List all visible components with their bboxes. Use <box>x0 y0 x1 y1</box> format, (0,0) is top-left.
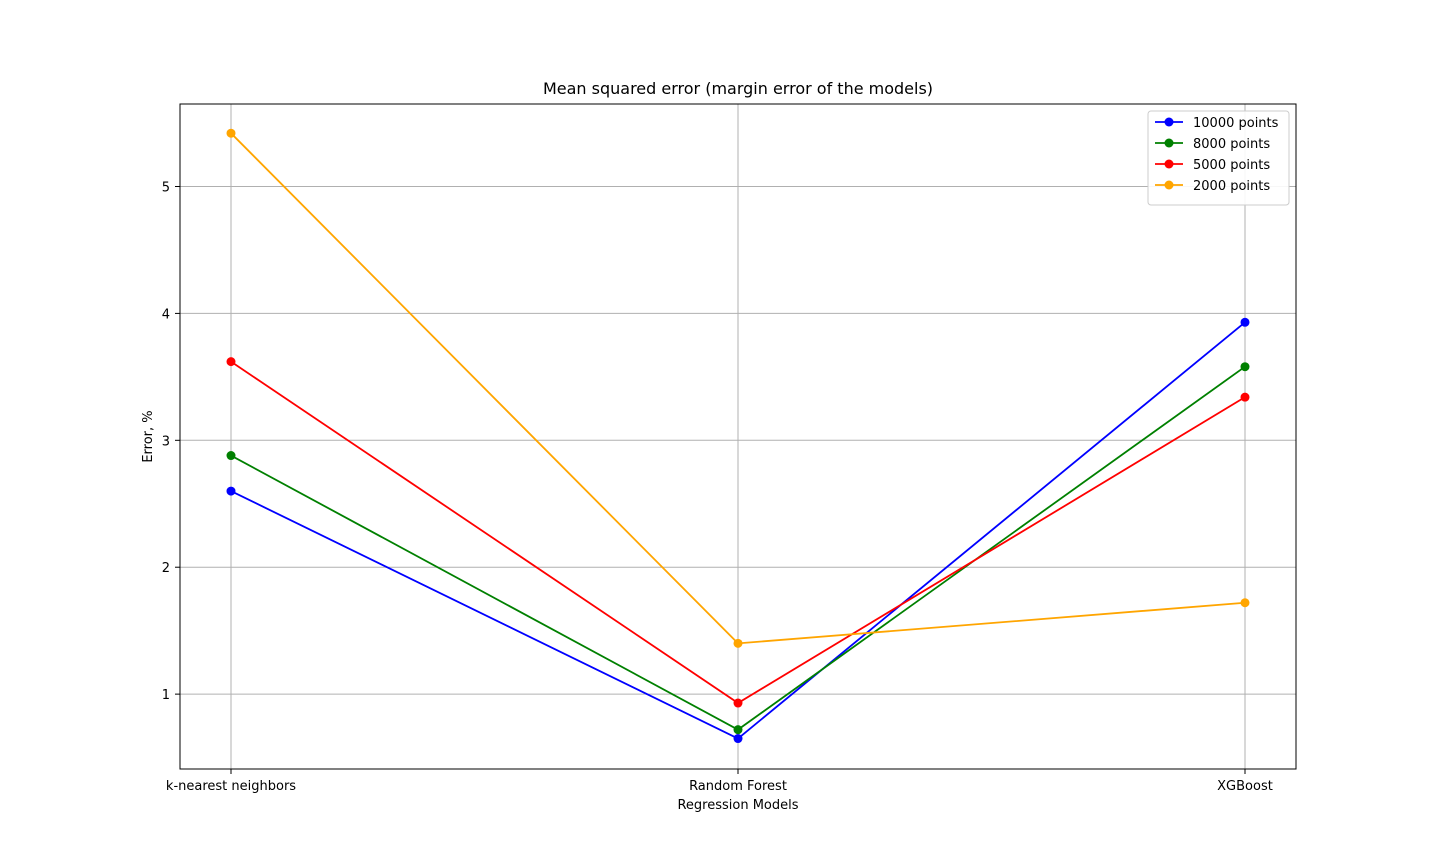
data-point <box>226 451 236 461</box>
legend: 10000 points 8000 points 5000 points 2000 p… <box>1147 110 1290 206</box>
legend-swatch-marker <box>1164 138 1174 148</box>
x-axis-label: Regression Models <box>677 798 798 813</box>
data-point <box>733 638 743 648</box>
legend-swatch-marker <box>1164 117 1174 127</box>
legend-label: 5000 points <box>1193 158 1270 173</box>
y-tick-label: 3 <box>162 434 170 449</box>
legend-swatch-marker <box>1164 180 1174 190</box>
data-point <box>1240 362 1250 372</box>
y-tick-label: 1 <box>162 688 170 703</box>
legend-swatch-marker <box>1164 159 1174 169</box>
legend-label: 8000 points <box>1193 137 1270 152</box>
data-point <box>226 128 236 138</box>
data-point <box>733 698 743 708</box>
series-lines <box>226 128 1250 744</box>
legend-label: 10000 points <box>1193 116 1279 131</box>
series-5000-points <box>226 357 1250 708</box>
x-tick-label: XGBoost <box>1217 779 1273 794</box>
grid-lines <box>180 104 1296 769</box>
series-2000-points <box>226 128 1250 648</box>
y-tick-label: 5 <box>162 180 170 195</box>
y-tick-label: 2 <box>162 561 170 576</box>
x-tick-label: Random Forest <box>689 779 787 794</box>
y-tick-label: 4 <box>162 307 170 322</box>
y-axis-label: Error, % <box>141 410 156 462</box>
data-point <box>733 734 743 744</box>
data-point <box>733 725 743 735</box>
data-point <box>1240 598 1250 608</box>
series-8000-points <box>226 362 1250 735</box>
legend-item: 5000 points <box>1155 158 1270 173</box>
data-point <box>1240 392 1250 402</box>
data-point <box>1240 317 1250 327</box>
legend-label: 2000 points <box>1193 179 1270 194</box>
legend-item: 10000 points <box>1155 116 1279 131</box>
axis-ticks: k-nearest neighbors Random Forest XGBoost 1… <box>162 180 1273 794</box>
legend-box <box>1147 110 1290 206</box>
data-point <box>226 357 236 367</box>
legend-item: 8000 points <box>1155 137 1270 152</box>
series-10000-points <box>226 317 1250 744</box>
data-point <box>226 486 236 496</box>
x-tick-label: k-nearest neighbors <box>166 779 296 794</box>
legend-item: 2000 points <box>1155 179 1270 194</box>
chart-title: Mean squared error (margin error of the … <box>543 79 933 98</box>
